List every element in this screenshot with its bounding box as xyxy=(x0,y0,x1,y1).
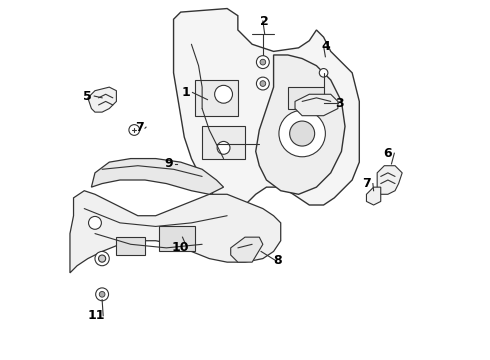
Circle shape xyxy=(89,216,101,229)
Text: 7: 7 xyxy=(135,121,144,134)
Polygon shape xyxy=(195,80,238,116)
Circle shape xyxy=(215,85,232,103)
Circle shape xyxy=(129,125,140,135)
Circle shape xyxy=(256,56,270,68)
Text: 4: 4 xyxy=(321,40,330,53)
Polygon shape xyxy=(256,55,345,194)
Circle shape xyxy=(319,68,328,77)
Polygon shape xyxy=(377,166,402,194)
Polygon shape xyxy=(92,158,223,194)
Circle shape xyxy=(260,59,266,65)
Text: 10: 10 xyxy=(172,241,190,255)
Text: 3: 3 xyxy=(335,97,344,110)
Text: 5: 5 xyxy=(83,90,92,103)
Text: 2: 2 xyxy=(260,14,269,27)
Circle shape xyxy=(279,111,325,157)
Polygon shape xyxy=(70,191,281,273)
Polygon shape xyxy=(288,87,323,109)
Polygon shape xyxy=(173,9,359,208)
Polygon shape xyxy=(117,237,145,255)
Polygon shape xyxy=(367,187,381,205)
Circle shape xyxy=(99,292,105,297)
Circle shape xyxy=(256,77,270,90)
Polygon shape xyxy=(231,237,263,262)
Polygon shape xyxy=(88,87,117,112)
Text: 7: 7 xyxy=(362,177,371,190)
Polygon shape xyxy=(159,226,195,251)
Text: 9: 9 xyxy=(164,157,172,170)
Polygon shape xyxy=(295,94,338,116)
Circle shape xyxy=(217,141,230,154)
Circle shape xyxy=(98,255,106,262)
Circle shape xyxy=(260,81,266,86)
Polygon shape xyxy=(202,126,245,158)
Circle shape xyxy=(96,288,109,301)
Text: 1: 1 xyxy=(182,86,191,99)
Text: 11: 11 xyxy=(88,309,105,322)
Circle shape xyxy=(95,251,109,266)
Text: 8: 8 xyxy=(273,254,281,267)
Text: 6: 6 xyxy=(384,147,392,160)
Circle shape xyxy=(290,121,315,146)
